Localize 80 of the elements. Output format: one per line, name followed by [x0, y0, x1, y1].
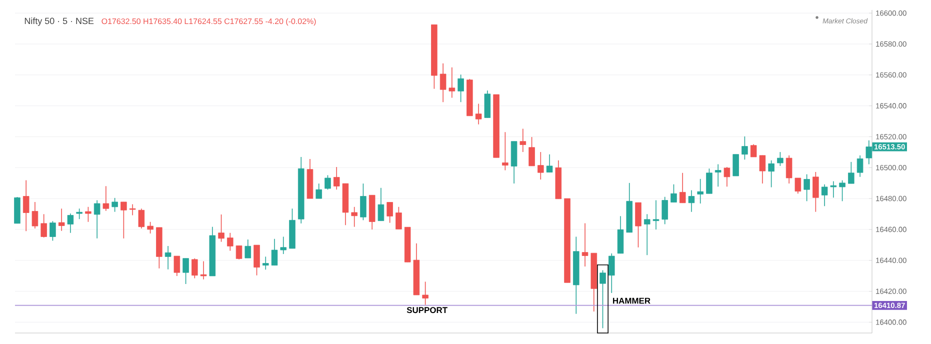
candlestick [440, 62, 446, 103]
candlestick [812, 172, 819, 212]
candlestick [848, 162, 854, 184]
candlestick [351, 206, 358, 228]
candlestick [280, 236, 286, 254]
candlestick [777, 152, 784, 166]
candlestick [484, 90, 491, 118]
candlestick [520, 128, 526, 152]
candlestick [600, 270, 606, 329]
candlestick [794, 178, 802, 194]
candlestick [502, 132, 508, 171]
candlestick [112, 198, 118, 212]
candlestick [714, 164, 722, 188]
candlestick [635, 202, 642, 248]
candlestick [617, 216, 624, 254]
candlestick [360, 183, 366, 221]
candlestick [679, 172, 686, 204]
candlestick [856, 155, 864, 178]
candlestick [85, 206, 92, 222]
candlestick [333, 166, 340, 190]
candlestick [200, 260, 207, 280]
candlestick [138, 208, 145, 229]
candlestick [396, 206, 402, 230]
candlestick [76, 208, 82, 220]
candlestick [742, 136, 748, 160]
candlestick [582, 222, 588, 267]
candlestick [475, 103, 482, 125]
candlestick [324, 174, 331, 190]
candlestick [244, 239, 252, 258]
candlestick [58, 208, 65, 232]
candlestick [786, 155, 792, 184]
candlestick [174, 256, 180, 276]
candlestick [192, 258, 198, 279]
text: Nifty 50 · 5 · NSE [24, 18, 94, 26]
candlestick [839, 180, 846, 202]
candlestick [821, 184, 828, 207]
candlestick [120, 202, 127, 239]
candlestick [422, 281, 428, 306]
candlestick [236, 245, 242, 260]
candlestick [378, 187, 384, 222]
candlestick [32, 202, 38, 229]
candlestick [67, 213, 74, 234]
candlestick [830, 180, 837, 198]
annotation: HAMMER [613, 298, 650, 304]
candlestick [147, 221, 154, 234]
candlestick [538, 152, 544, 180]
annotation: SUPPORT [406, 307, 448, 314]
candlestick [608, 253, 615, 294]
candlestick [458, 74, 464, 103]
candlestick [759, 155, 766, 184]
candlestick [448, 66, 456, 98]
candlestick [129, 204, 136, 216]
candlestick [706, 168, 712, 194]
candlestick [386, 202, 393, 224]
candlestick [768, 160, 774, 188]
candlestick [804, 174, 810, 202]
candlestick [227, 232, 234, 252]
candlestick [697, 178, 704, 204]
candlestick [732, 154, 739, 176]
candlestick [50, 220, 56, 242]
candlestick [102, 186, 110, 212]
candlestick [218, 214, 224, 242]
candlestick [670, 184, 677, 203]
candlestick [316, 183, 322, 199]
candlestick [262, 256, 269, 270]
candlestick [94, 200, 100, 239]
candlestick [546, 154, 553, 173]
candlestick [271, 238, 278, 266]
candlestick [662, 196, 668, 225]
candlestick [164, 246, 172, 270]
candlestick [688, 190, 695, 212]
candlestick [40, 214, 47, 238]
candlestick [22, 180, 30, 232]
candlestick [528, 136, 535, 166]
candlestick [644, 214, 650, 256]
candlestick [254, 244, 260, 276]
candlestick [652, 200, 660, 230]
candlestick [750, 144, 757, 158]
candlestick [182, 258, 189, 284]
candlestick [724, 166, 730, 188]
